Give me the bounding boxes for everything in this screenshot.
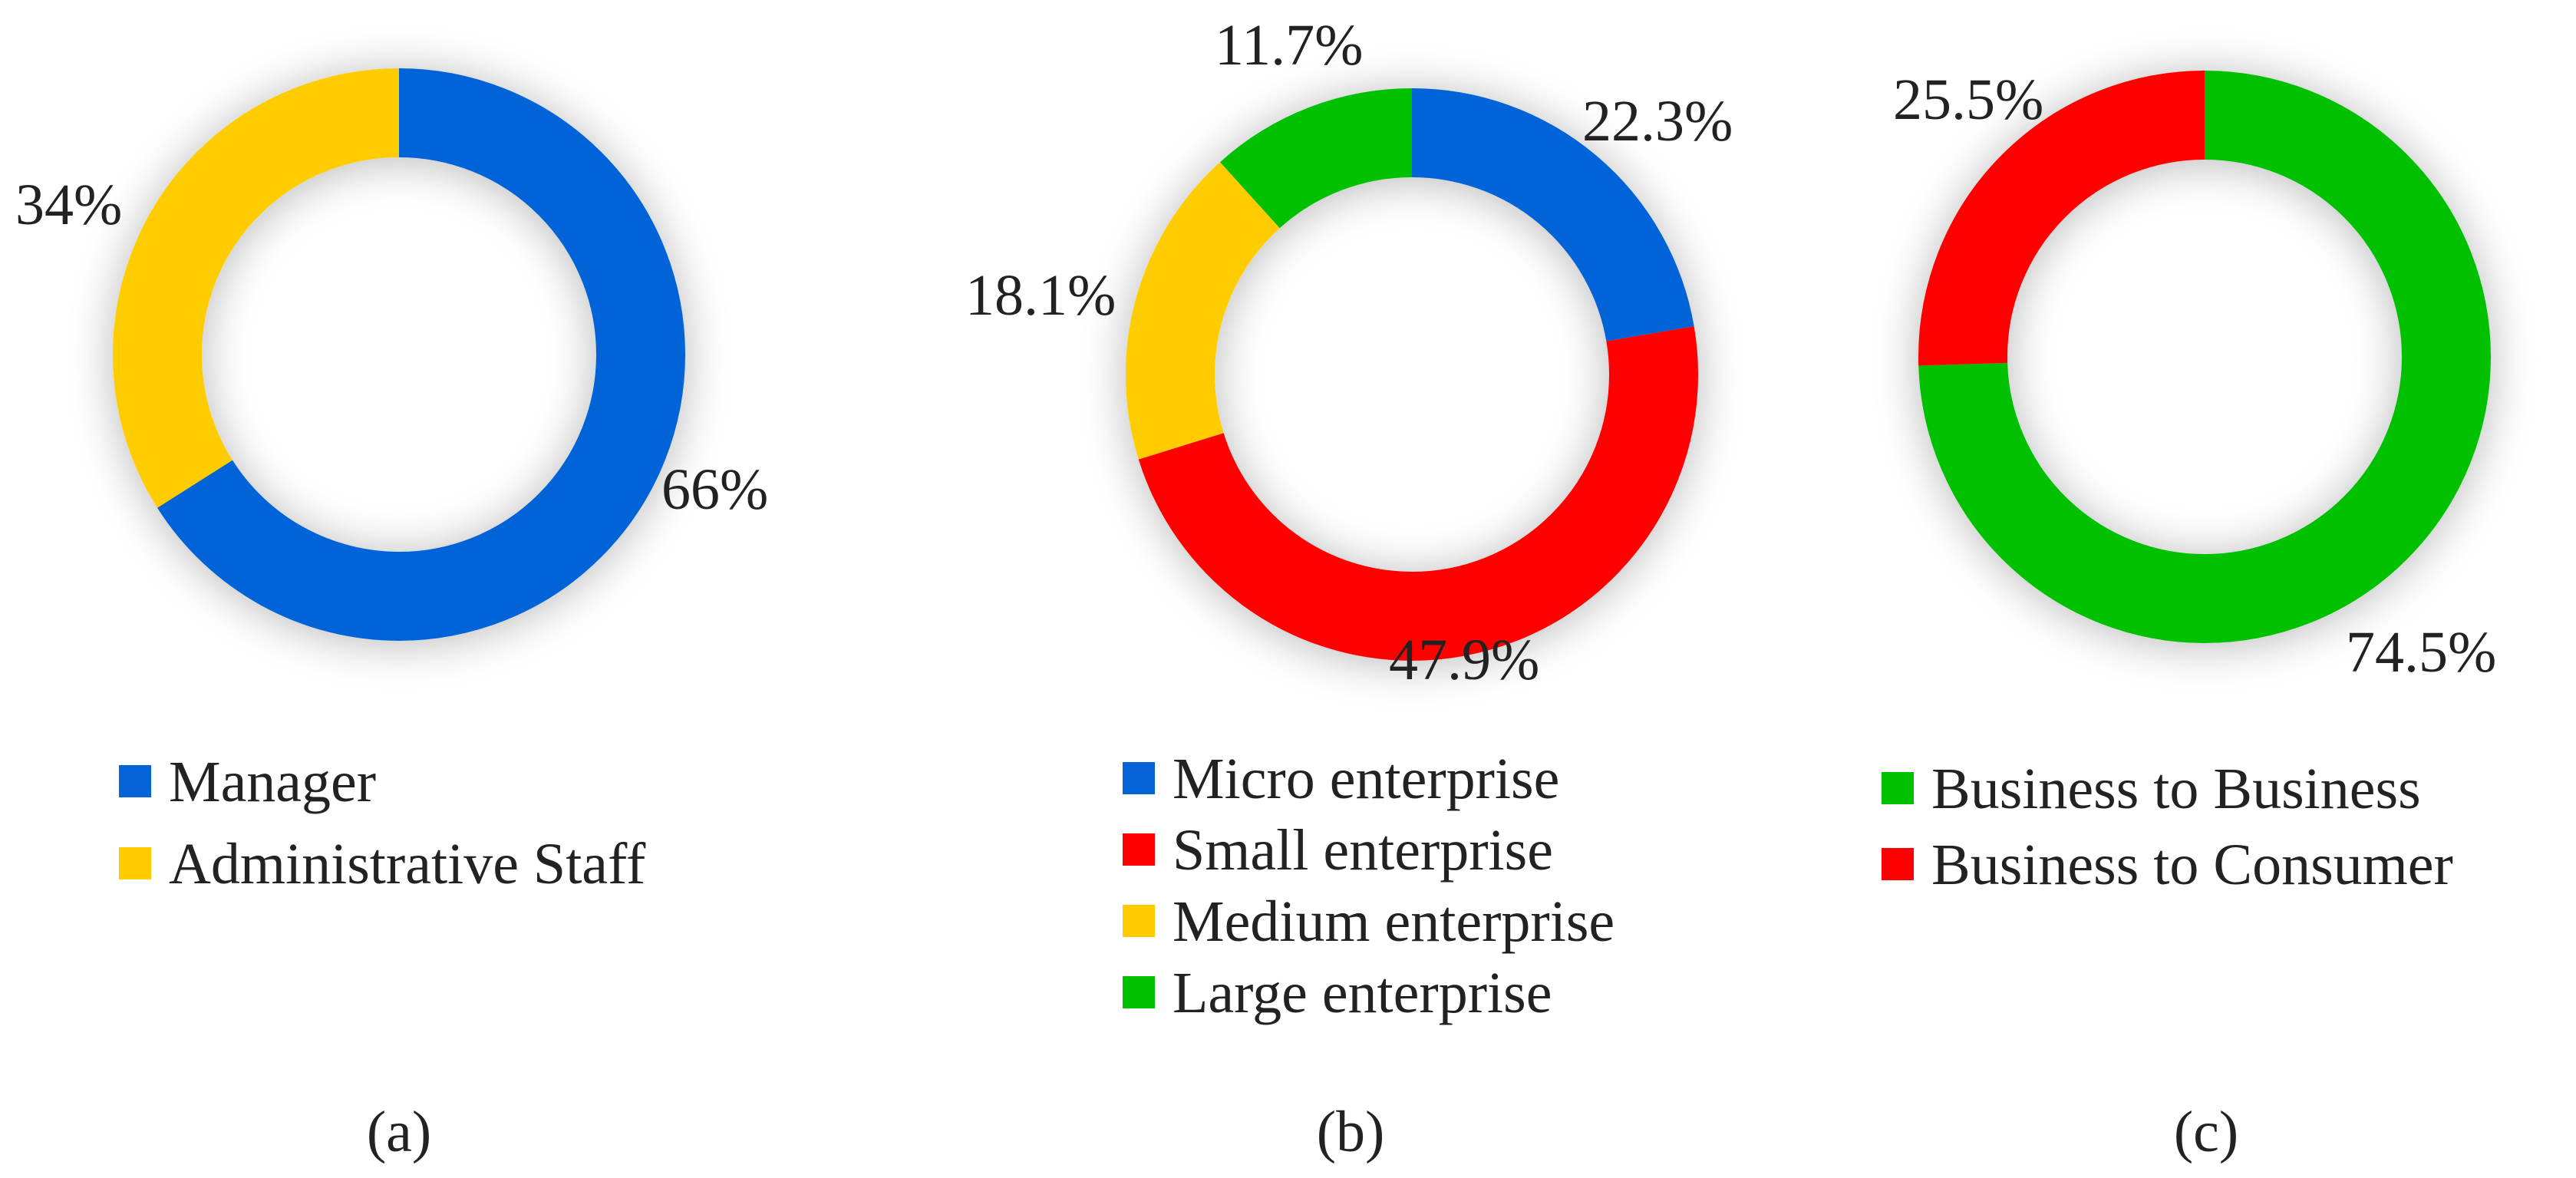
panel-label-b: (b) [1317,1100,1385,1164]
value-label-business-to-consumer: 25.5% [1893,68,2043,132]
legend-label-administrative-staff: Administrative Staff [169,832,646,896]
legend-b: Micro enterprise Small enterprise Medium… [1123,747,1615,1025]
legend-swatch-business-to-business [1882,772,1914,804]
chart-panel-a: 66% 34% Manager Administrative Staff (a) [15,68,768,1164]
donut-slice-business-to-consumer [1918,71,2491,643]
legend-label-business-to-consumer: Business to Consumer [1931,833,2453,897]
donut-slice-large-enterprise [1126,88,1698,661]
legend-label-medium-enterprise: Medium enterprise [1173,889,1615,954]
legend-label-large-enterprise: Large enterprise [1173,961,1552,1025]
legend-swatch-micro-enterprise [1123,762,1155,794]
donut-slice-administrative-staff [113,68,685,641]
legend-swatch-manager [119,765,151,797]
panel-label-c: (c) [2174,1100,2238,1164]
legend-label-manager: Manager [169,750,376,814]
legend-label-micro-enterprise: Micro enterprise [1173,747,1559,811]
value-label-micro-enterprise: 22.3% [1582,89,1733,153]
donut-ring-c [1918,71,2491,643]
value-labels-a: 66% 34% [15,173,768,522]
legend-swatch-business-to-consumer [1882,848,1914,880]
value-label-medium-enterprise: 18.1% [965,263,1116,328]
chart-panel-c: 74.5% 25.5% Business to Business Busines… [1882,68,2496,1164]
legend-c: Business to Business Business to Consume… [1882,757,2453,897]
legend-swatch-medium-enterprise [1123,905,1155,937]
donut-ring-a [113,68,685,641]
donut-slice-medium-enterprise [1126,88,1698,661]
value-label-manager: 66% [661,457,768,522]
legend-label-business-to-business: Business to Business [1931,757,2421,821]
value-label-small-enterprise: 47.9% [1389,628,1539,692]
value-labels-c: 74.5% 25.5% [1893,68,2496,685]
legend-swatch-small-enterprise [1123,833,1155,866]
value-label-administrative-staff: 34% [15,173,122,237]
legend-label-small-enterprise: Small enterprise [1173,818,1553,883]
panel-label-a: (a) [367,1100,431,1164]
legend-a: Manager Administrative Staff [119,750,646,896]
legend-swatch-administrative-staff [119,847,151,879]
value-label-business-to-business: 74.5% [2346,620,2496,685]
value-labels-b: 22.3% 47.9% 18.1% 11.7% [965,13,1733,692]
legend-swatch-large-enterprise [1123,976,1155,1008]
donut-slice-small-enterprise [1126,88,1698,661]
chart-panel-b: 22.3% 47.9% 18.1% 11.7% Micro enterprise… [965,13,1733,1164]
value-label-large-enterprise: 11.7% [1215,13,1364,78]
donut-ring-b [1126,88,1698,661]
